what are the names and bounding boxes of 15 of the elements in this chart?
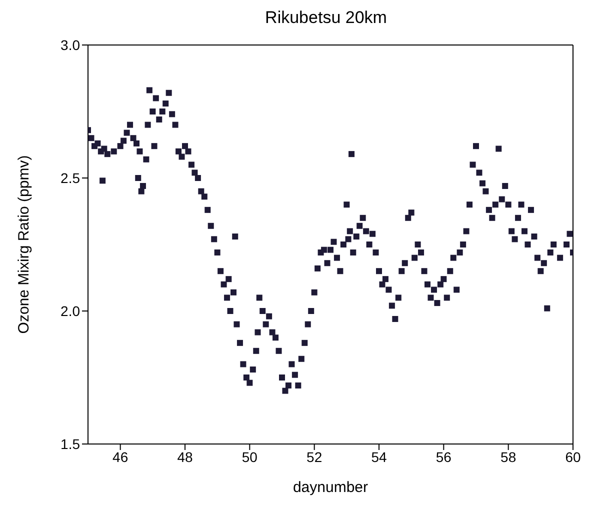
y-tick-label: 3.0	[60, 36, 80, 53]
x-tick-label: 56	[436, 448, 452, 465]
x-tick-label: 46	[112, 448, 128, 465]
y-axis-title: Ozone Mixirg Ratio (ppmv)	[15, 155, 32, 334]
y-tick-label: 1.5	[60, 436, 80, 452]
y-tick-label: 2.0	[60, 302, 80, 319]
x-tick-label: 54	[371, 448, 387, 465]
chart-title: Rikubetsu 20km	[264, 8, 388, 29]
x-tick-label: 60	[565, 448, 581, 465]
y-tick-label: 2.5	[60, 170, 80, 186]
x-tick-label: 52	[306, 448, 322, 465]
x-tick-label: 50	[242, 448, 258, 465]
x-axis-title: daynumber	[292, 479, 368, 496]
x-tick-label: 58	[500, 448, 516, 465]
x-tick-label: 48	[177, 448, 193, 465]
